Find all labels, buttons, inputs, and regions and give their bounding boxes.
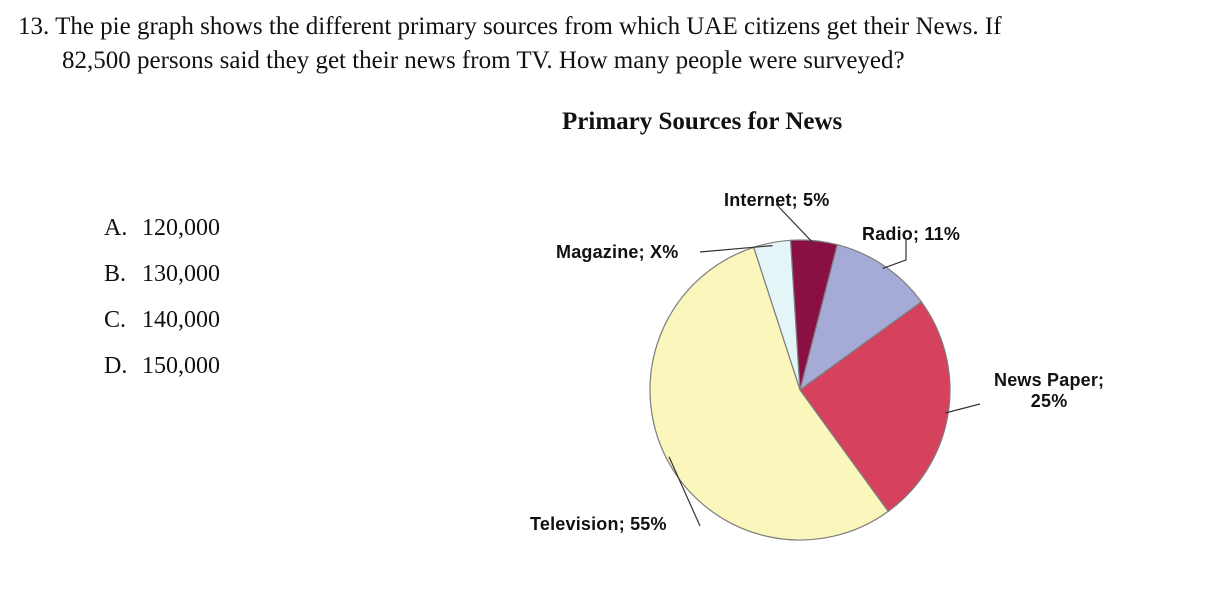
option-letter: A. (104, 216, 142, 240)
option-value: 140,000 (142, 307, 220, 333)
question-line2: 82,500 persons said they get their news … (62, 47, 905, 74)
page: 13. The pie graph shows the different pr… (0, 0, 1213, 594)
question-line1: The pie graph shows the different primar… (55, 13, 1001, 40)
option-b[interactable]: B.130,000 (104, 262, 220, 286)
question-number: 13. (18, 13, 49, 40)
option-letter: D. (104, 354, 142, 378)
pie-chart: Magazine; X% Internet; 5% Radio; 11% News P… (540, 190, 1180, 590)
question-text: 13. The pie graph shows the different pr… (18, 10, 1198, 78)
option-value: 130,000 (142, 261, 220, 287)
slice-label-magazine: Magazine; X% (556, 242, 678, 263)
slice-label-internet: Internet; 5% (724, 190, 829, 211)
option-letter: B. (104, 262, 142, 286)
option-value: 120,000 (142, 215, 220, 241)
leader-line (945, 404, 980, 413)
option-c[interactable]: C.140,000 (104, 308, 220, 332)
option-d[interactable]: D.150,000 (104, 354, 220, 378)
answer-options: A.120,000B.130,000C.140,000D.150,000 (104, 216, 220, 400)
slice-label-television: Television; 55% (530, 514, 667, 535)
option-value: 150,000 (142, 353, 220, 379)
slice-label-radio: Radio; 11% (862, 224, 960, 245)
option-letter: C. (104, 308, 142, 332)
option-a[interactable]: A.120,000 (104, 216, 220, 240)
chart-title: Primary Sources for News (562, 108, 842, 136)
slice-label-news-paper: News Paper;25% (994, 370, 1104, 412)
